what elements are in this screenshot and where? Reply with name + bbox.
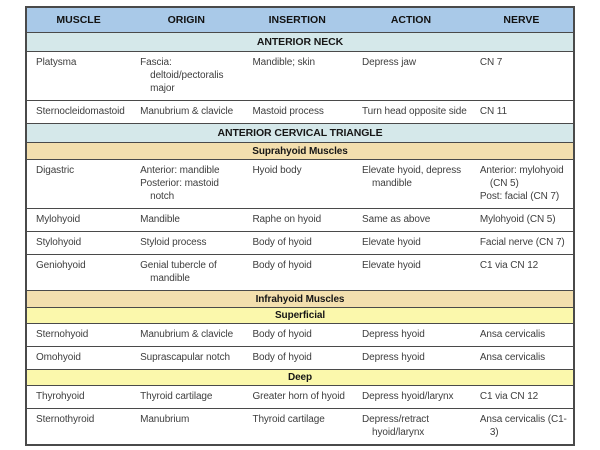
cell-muscle: Sternocleidomastoid bbox=[26, 100, 131, 124]
section-row-infrahyoid-muscles: Infrahyoid Muscles bbox=[26, 290, 574, 308]
section-label: ANTERIOR CERVICAL TRIANGLE bbox=[26, 123, 574, 143]
cell-insertion: Body of hyoid bbox=[242, 323, 353, 347]
cell-insertion: Thyroid cartilage bbox=[242, 408, 353, 445]
cell-muscle: Mylohyoid bbox=[26, 208, 131, 232]
cell-action: Same as above bbox=[352, 208, 470, 232]
cell-action: Depress hyoid/larynx bbox=[352, 385, 470, 409]
cell-origin: Styloid process bbox=[130, 231, 243, 255]
neck-muscles-table: MUSCLE ORIGIN INSERTION ACTION NERVE ANT… bbox=[25, 6, 575, 446]
cell-origin: Genial tubercle of mandible bbox=[130, 254, 243, 291]
section-row-superficial: Superficial bbox=[26, 307, 574, 324]
cell-origin: Suprascapular notch bbox=[130, 346, 243, 370]
cell-origin: Fascia: deltoid/pectoralis major bbox=[130, 51, 243, 101]
section-row-anterior-neck: ANTERIOR NECK bbox=[26, 32, 574, 52]
column-header-insertion: INSERTION bbox=[242, 6, 353, 33]
section-label: Suprahyoid Muscles bbox=[26, 142, 574, 160]
cell-insertion: Hyoid body bbox=[242, 159, 353, 209]
cell-muscle: Digastric bbox=[26, 159, 131, 209]
muscle-row-digastric: Digastric Anterior: mandible Posterior: m… bbox=[26, 159, 574, 209]
muscle-row-stylohyoid: Stylohyoid Styloid process Body of hyoid… bbox=[26, 231, 574, 255]
cell-action: Turn head opposite side bbox=[352, 100, 470, 124]
cell-origin: Anterior: mandible Posterior: mastoid not… bbox=[130, 159, 243, 209]
column-header-action: ACTION bbox=[352, 6, 470, 33]
cell-action: Elevate hyoid bbox=[352, 254, 470, 291]
table-header-row: MUSCLE ORIGIN INSERTION ACTION NERVE bbox=[26, 6, 574, 33]
cell-insertion: Raphe on hyoid bbox=[242, 208, 353, 232]
cell-insertion: Body of hyoid bbox=[242, 346, 353, 370]
muscle-row-geniohyoid: Geniohyoid Genial tubercle of mandible B… bbox=[26, 254, 574, 291]
muscle-row-sternocleidomastoid: Sternocleidomastoid Manubrium & clavicle… bbox=[26, 100, 574, 124]
section-label: ANTERIOR NECK bbox=[26, 32, 574, 52]
muscle-row-thyrohyoid: Thyrohyoid Thyroid cartilage Greater hor… bbox=[26, 385, 574, 409]
cell-action: Depress/retract hyoid/larynx bbox=[352, 408, 470, 445]
cell-origin: Thyroid cartilage bbox=[130, 385, 243, 409]
cell-muscle: Stylohyoid bbox=[26, 231, 131, 255]
cell-muscle: Thyrohyoid bbox=[26, 385, 131, 409]
section-row-deep: Deep bbox=[26, 369, 574, 386]
section-label: Infrahyoid Muscles bbox=[26, 290, 574, 308]
cell-nerve: Facial nerve (CN 7) bbox=[469, 231, 574, 255]
cell-nerve: C1 via CN 12 bbox=[469, 254, 574, 291]
cell-muscle: Platysma bbox=[26, 51, 131, 101]
column-header-muscle: MUSCLE bbox=[26, 6, 131, 33]
cell-muscle: Sternohyoid bbox=[26, 323, 131, 347]
muscle-row-omohyoid: Omohyoid Suprascapular notch Body of hyo… bbox=[26, 346, 574, 370]
cell-muscle: Sternothyroid bbox=[26, 408, 131, 445]
cell-muscle: Geniohyoid bbox=[26, 254, 131, 291]
cell-insertion: Body of hyoid bbox=[242, 254, 353, 291]
cell-action: Depress hyoid bbox=[352, 346, 470, 370]
section-row-anterior-cervical-triangle: ANTERIOR CERVICAL TRIANGLE bbox=[26, 123, 574, 143]
muscle-row-mylohyoid: Mylohyoid Mandible Raphe on hyoid Same a… bbox=[26, 208, 574, 232]
cell-nerve: CN 7 bbox=[469, 51, 574, 101]
section-label: Deep bbox=[26, 369, 574, 386]
cell-nerve: Mylohyoid (CN 5) bbox=[469, 208, 574, 232]
muscle-row-platysma: Platysma Fascia: deltoid/pectoralis majo… bbox=[26, 51, 574, 101]
cell-origin: Mandible bbox=[130, 208, 243, 232]
cell-muscle: Omohyoid bbox=[26, 346, 131, 370]
cell-nerve: Ansa cervicalis bbox=[469, 346, 574, 370]
cell-nerve: C1 via CN 12 bbox=[469, 385, 574, 409]
cell-action: Elevate hyoid bbox=[352, 231, 470, 255]
cell-action: Elevate hyoid, depress mandible bbox=[352, 159, 470, 209]
column-header-nerve: NERVE bbox=[469, 6, 574, 33]
section-row-suprahyoid-muscles: Suprahyoid Muscles bbox=[26, 142, 574, 160]
cell-origin: Manubrium & clavicle bbox=[130, 100, 243, 124]
cell-insertion: Mastoid process bbox=[242, 100, 353, 124]
muscle-row-sternohyoid: Sternohyoid Manubrium & clavicle Body of… bbox=[26, 323, 574, 347]
column-header-origin: ORIGIN bbox=[130, 6, 243, 33]
cell-action: Depress jaw bbox=[352, 51, 470, 101]
cell-origin: Manubrium bbox=[130, 408, 243, 445]
cell-nerve: Anterior: mylohyoid (CN 5) Post: facial (… bbox=[469, 159, 574, 209]
cell-nerve: Ansa cervicalis bbox=[469, 323, 574, 347]
cell-insertion: Greater horn of hyoid bbox=[242, 385, 353, 409]
section-label: Superficial bbox=[26, 307, 574, 324]
cell-nerve: Ansa cervicalis (C1-3) bbox=[469, 408, 574, 445]
muscle-row-sternothyroid: Sternothyroid Manubrium Thyroid cartilag… bbox=[26, 408, 574, 445]
cell-action: Depress hyoid bbox=[352, 323, 470, 347]
cell-insertion: Mandible; skin bbox=[242, 51, 353, 101]
cell-insertion: Body of hyoid bbox=[242, 231, 353, 255]
cell-origin: Manubrium & clavicle bbox=[130, 323, 243, 347]
cell-nerve: CN 11 bbox=[469, 100, 574, 124]
